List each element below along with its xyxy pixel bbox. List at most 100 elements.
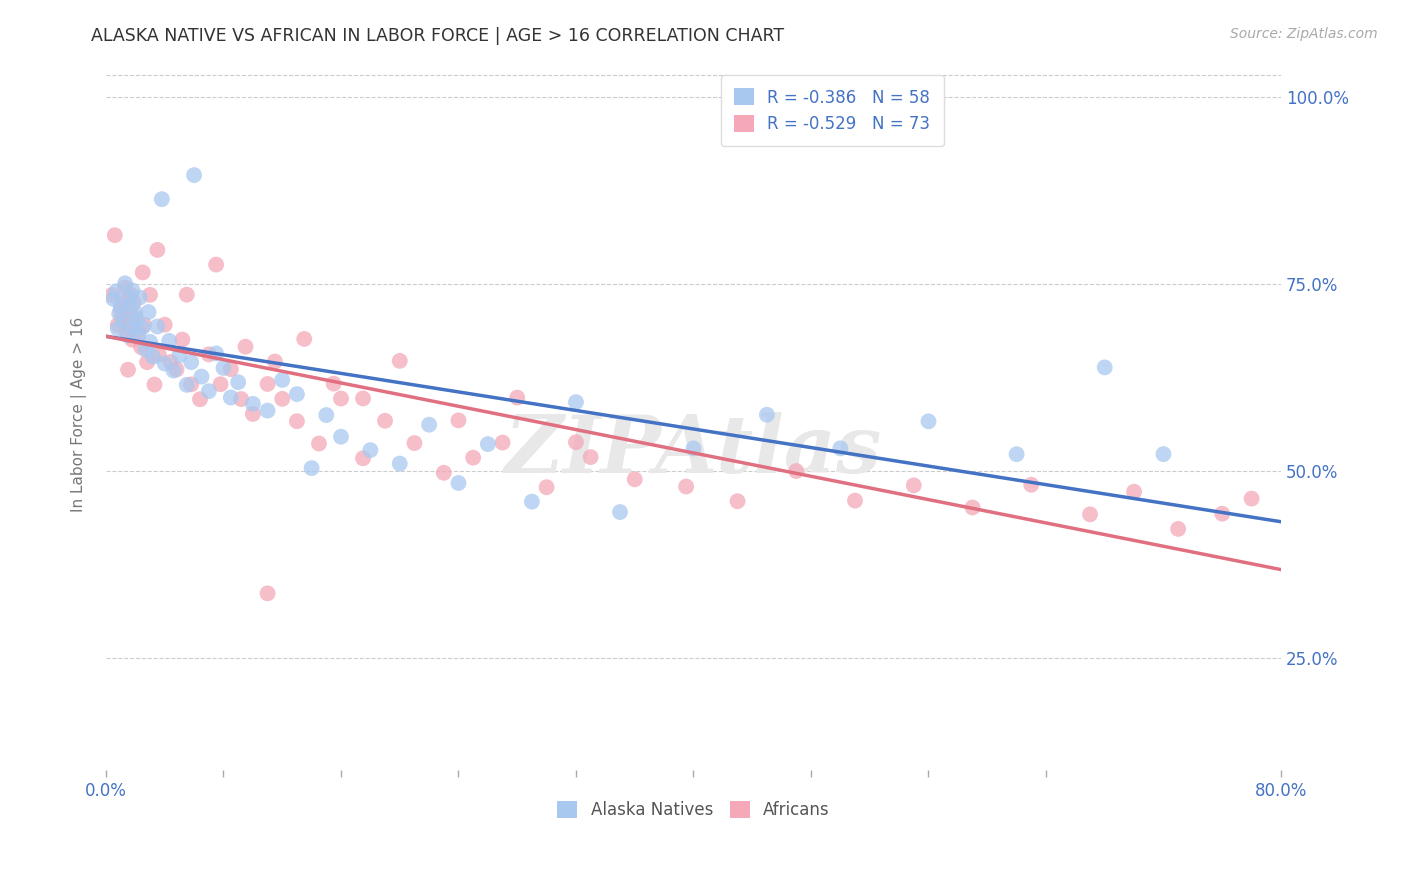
Point — [1094, 360, 1116, 375]
Point — [226, 375, 249, 389]
Point — [285, 387, 308, 401]
Point — [1211, 507, 1233, 521]
Point — [127, 326, 149, 340]
Point — [117, 362, 139, 376]
Point — [143, 377, 166, 392]
Point — [844, 493, 866, 508]
Point — [308, 436, 330, 450]
Point — [330, 430, 353, 444]
Point — [219, 391, 242, 405]
Text: ZIPAtlas: ZIPAtlas — [505, 411, 882, 489]
Point — [388, 354, 411, 368]
Point — [103, 292, 125, 306]
Point — [536, 480, 558, 494]
Point — [166, 362, 188, 376]
Point — [138, 305, 160, 319]
Point — [112, 314, 135, 328]
Point — [1123, 484, 1146, 499]
Point — [146, 243, 169, 257]
Point — [115, 326, 138, 340]
Point — [205, 258, 228, 272]
Point — [122, 295, 145, 310]
Point — [212, 361, 235, 376]
Point — [609, 505, 631, 519]
Point — [148, 348, 170, 362]
Point — [447, 413, 470, 427]
Point — [122, 320, 145, 334]
Point — [359, 443, 381, 458]
Point — [256, 376, 278, 391]
Point — [110, 299, 132, 313]
Point — [135, 343, 157, 357]
Point — [120, 288, 142, 302]
Point — [105, 285, 128, 299]
Point — [129, 340, 152, 354]
Point — [146, 319, 169, 334]
Legend: Alaska Natives, Africans: Alaska Natives, Africans — [551, 794, 837, 826]
Point — [114, 277, 136, 291]
Point — [153, 318, 176, 332]
Point — [322, 376, 344, 391]
Point — [903, 478, 925, 492]
Point — [285, 414, 308, 428]
Point — [157, 334, 180, 348]
Point — [506, 391, 529, 405]
Point — [150, 192, 173, 206]
Point — [176, 287, 198, 301]
Point — [1152, 447, 1174, 461]
Point — [219, 362, 242, 376]
Point — [108, 307, 131, 321]
Point — [180, 355, 202, 369]
Point — [352, 451, 374, 466]
Point — [209, 377, 232, 392]
Point — [131, 265, 153, 279]
Point — [271, 392, 294, 406]
Point — [330, 392, 353, 406]
Point — [463, 450, 485, 465]
Point — [188, 392, 211, 407]
Point — [111, 310, 134, 325]
Point — [727, 494, 749, 508]
Y-axis label: In Labor Force | Age > 16: In Labor Force | Age > 16 — [72, 318, 87, 512]
Point — [1167, 522, 1189, 536]
Point — [256, 403, 278, 417]
Point — [183, 168, 205, 182]
Point — [112, 295, 135, 310]
Point — [121, 333, 143, 347]
Point — [623, 472, 645, 486]
Point — [352, 392, 374, 406]
Point — [917, 414, 939, 428]
Point — [1240, 491, 1263, 506]
Point — [124, 310, 146, 325]
Point — [125, 313, 148, 327]
Point — [117, 328, 139, 343]
Point — [159, 355, 181, 369]
Point — [124, 306, 146, 320]
Point — [292, 332, 315, 346]
Point — [235, 340, 257, 354]
Point — [579, 450, 602, 464]
Point — [162, 363, 184, 377]
Point — [271, 373, 294, 387]
Point — [830, 442, 852, 456]
Point — [418, 417, 440, 432]
Point — [491, 435, 513, 450]
Point — [962, 500, 984, 515]
Point — [301, 461, 323, 475]
Point — [107, 321, 129, 335]
Point — [198, 384, 221, 399]
Point — [110, 302, 132, 317]
Point — [565, 395, 588, 409]
Point — [755, 408, 778, 422]
Point — [374, 414, 396, 428]
Point — [404, 436, 426, 450]
Point — [520, 494, 543, 508]
Point — [172, 333, 194, 347]
Text: ALASKA NATIVE VS AFRICAN IN LABOR FORCE | AGE > 16 CORRELATION CHART: ALASKA NATIVE VS AFRICAN IN LABOR FORCE … — [91, 27, 785, 45]
Point — [136, 355, 159, 369]
Point — [142, 350, 165, 364]
Point — [229, 392, 252, 406]
Point — [205, 346, 228, 360]
Point — [131, 320, 153, 334]
Point — [315, 408, 337, 422]
